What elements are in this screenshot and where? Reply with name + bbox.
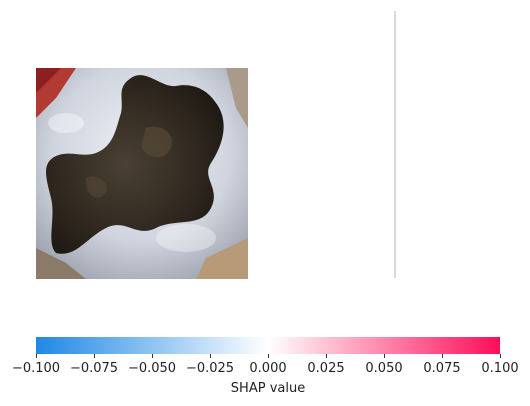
colorbar-tick-label: −0.025 bbox=[185, 361, 235, 376]
colorbar-tick-mark bbox=[209, 354, 211, 358]
colorbar-tick-label: 0.050 bbox=[365, 361, 403, 376]
colorbar-tick-mark bbox=[325, 354, 327, 358]
colorbar-tick-mark bbox=[383, 354, 385, 358]
shap-value-panel bbox=[394, 11, 396, 278]
colorbar-label: SHAP value bbox=[230, 381, 306, 396]
colorbar-tick-mark bbox=[35, 354, 37, 358]
colorbar-tick-label: −0.075 bbox=[69, 361, 119, 376]
colorbar-tick-mark bbox=[441, 354, 443, 358]
shap-colorbar bbox=[36, 337, 500, 354]
tooth-photo bbox=[36, 68, 248, 279]
colorbar-tick-label: −0.050 bbox=[127, 361, 177, 376]
colorbar-tick-label: 0.100 bbox=[481, 361, 519, 376]
colorbar-tick-mark bbox=[267, 354, 269, 358]
colorbar-tick-label: 0.025 bbox=[307, 361, 345, 376]
colorbar-tick-mark bbox=[93, 354, 95, 358]
colorbar-tick-label: 0.075 bbox=[423, 361, 461, 376]
colorbar-tick-label: 0.000 bbox=[249, 361, 287, 376]
colorbar-tick-mark bbox=[499, 354, 501, 358]
colorbar-tick-mark bbox=[151, 354, 153, 358]
colorbar-tick-label: −0.100 bbox=[11, 361, 61, 376]
